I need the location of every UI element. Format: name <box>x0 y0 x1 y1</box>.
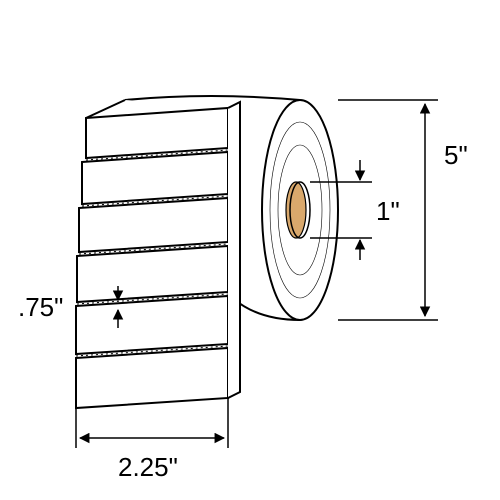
dim-text-label-height: .75" <box>18 292 63 323</box>
dim-text-core-height: 1" <box>376 196 400 227</box>
strip-thickness <box>228 102 240 398</box>
dim-text-label-width: 2.25" <box>118 452 178 483</box>
label-stack <box>76 108 228 408</box>
dim-text-roll-height: 5" <box>444 140 468 171</box>
drawing-svg <box>0 0 500 500</box>
roll-core-back <box>286 182 306 238</box>
diagram-stage: 5" 1" .75" 2.25" <box>0 0 500 500</box>
roll-top-edge <box>125 96 300 100</box>
